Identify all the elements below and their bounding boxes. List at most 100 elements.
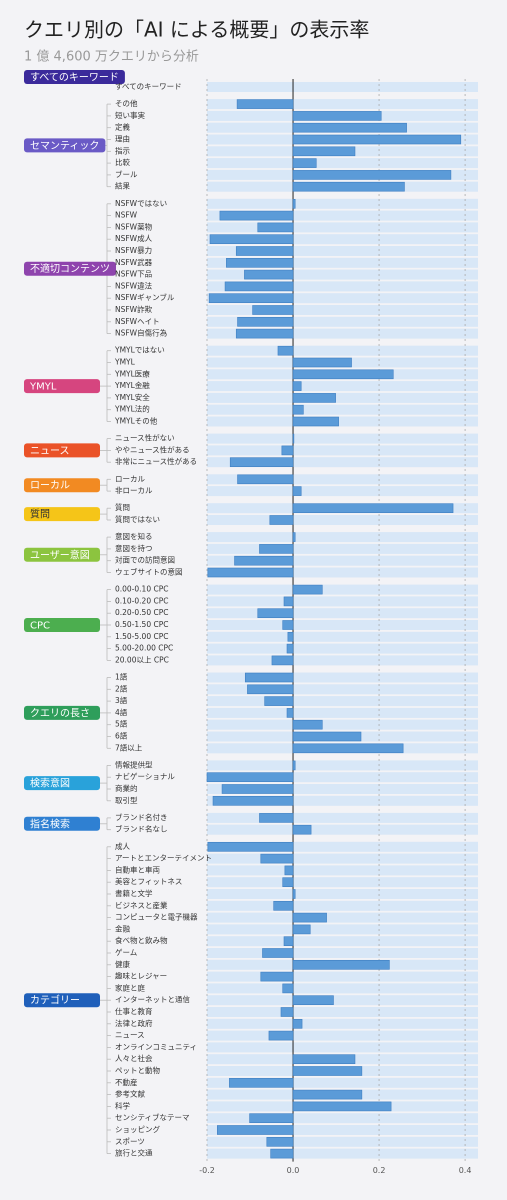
category-label: 商業的 (115, 783, 138, 793)
category-label: YMYL法的 (114, 404, 150, 414)
category-label: 理由 (115, 134, 130, 144)
category-label: ブランド名付き (115, 812, 168, 822)
row-band (207, 269, 478, 280)
row-band (207, 1030, 478, 1041)
category-label: YMYL金融 (114, 380, 150, 390)
bar (226, 257, 294, 268)
bar (249, 1113, 294, 1123)
row-band (207, 1136, 478, 1147)
bar (281, 445, 294, 456)
row-band (207, 486, 478, 497)
row-band (207, 198, 478, 209)
row-band (207, 416, 478, 427)
bar (266, 1137, 294, 1147)
row-band (207, 210, 478, 221)
bar (292, 503, 454, 514)
bar (292, 170, 452, 180)
bar (292, 181, 405, 192)
category-label: ゲーム (115, 948, 137, 957)
row-band (207, 345, 478, 356)
row-band (207, 445, 478, 456)
bar (252, 305, 294, 315)
row-band (207, 543, 478, 554)
group-badge (24, 478, 100, 493)
group-badge (24, 261, 116, 276)
bar (262, 948, 294, 958)
category-label: 4語 (115, 707, 128, 717)
category-label: ややニュース性がある (115, 444, 190, 454)
row-band (207, 474, 478, 485)
bar (209, 234, 294, 244)
category-label: NSFWギャンブル (115, 292, 175, 302)
category-label: 3語 (115, 695, 128, 705)
category-label: 旅行と交通 (115, 1148, 153, 1158)
category-label: 結果 (115, 181, 130, 191)
category-label: NSFW詐欺 (115, 304, 153, 314)
bar (217, 1125, 294, 1135)
row-band (207, 995, 478, 1006)
row-band (207, 696, 478, 707)
row-band (207, 924, 478, 935)
bar (283, 936, 294, 947)
category-label: 指示 (115, 145, 130, 155)
bar (292, 719, 323, 730)
row-band (207, 1125, 478, 1135)
group-label: 指名検索 (30, 817, 70, 830)
bar (292, 199, 296, 209)
category-label: 0.20-0.50 CPC (115, 608, 169, 617)
bar (292, 146, 356, 157)
category-label: NSFW武器 (115, 257, 153, 267)
row-band (207, 948, 478, 958)
row-band (207, 643, 478, 654)
bar (206, 772, 294, 783)
category-label: 食べ物と飲み物 (115, 935, 168, 945)
bar (292, 393, 336, 403)
category-label: 取引型 (115, 796, 138, 805)
category-label: NSFW (115, 211, 138, 220)
bar (284, 865, 294, 876)
bar (219, 210, 294, 221)
bar (229, 1078, 294, 1088)
row-band (207, 1113, 478, 1124)
row-band (207, 900, 478, 911)
bar (292, 584, 323, 595)
row-band (207, 404, 478, 415)
row-band (207, 381, 478, 392)
row-band (207, 596, 478, 607)
bar (237, 474, 294, 485)
bar (292, 357, 352, 368)
category-label: YMYLその他 (114, 416, 158, 426)
row-band (207, 293, 478, 304)
category-label: 人々と社会 (115, 1053, 153, 1063)
category-label: アートとエンターテイメント (115, 854, 212, 863)
category-label: 0.50-1.50 CPC (115, 620, 169, 629)
row-band (207, 841, 478, 852)
bar (292, 111, 382, 121)
bar (282, 620, 294, 630)
bar (292, 924, 311, 935)
row-band (207, 281, 478, 292)
bar (264, 696, 294, 706)
category-label: YMYL安全 (114, 392, 150, 402)
category-label: 6語 (115, 731, 128, 741)
group-label: 不適切コンテンツ (30, 262, 110, 275)
category-label: NSFWではない (115, 199, 167, 208)
row-band (207, 877, 478, 888)
category-label: 非常にニュース性がある (115, 456, 197, 466)
bar (277, 345, 294, 356)
row-band (207, 1077, 478, 1088)
bar (292, 824, 312, 835)
bar (207, 841, 294, 852)
bar (235, 328, 294, 339)
bar (207, 567, 294, 578)
category-label: インターネットと通信 (115, 994, 190, 1004)
bar (221, 784, 294, 794)
row-band (207, 1042, 478, 1053)
category-label: 0.10-0.20 CPC (115, 596, 169, 605)
row-band (207, 631, 478, 642)
category-label: NSFW暴力 (115, 245, 152, 255)
row-band (207, 655, 478, 666)
row-band (207, 1148, 478, 1159)
bar (280, 1007, 294, 1017)
